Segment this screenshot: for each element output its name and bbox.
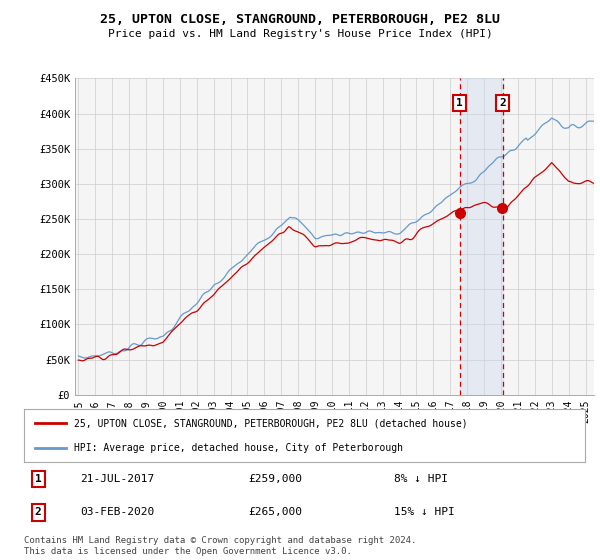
Text: £265,000: £265,000 [248, 507, 302, 517]
Text: 15% ↓ HPI: 15% ↓ HPI [394, 507, 455, 517]
Text: 25, UPTON CLOSE, STANGROUND, PETERBOROUGH, PE2 8LU: 25, UPTON CLOSE, STANGROUND, PETERBOROUG… [100, 13, 500, 26]
Text: 2: 2 [35, 507, 41, 517]
Text: 8% ↓ HPI: 8% ↓ HPI [394, 474, 448, 484]
Text: 25, UPTON CLOSE, STANGROUND, PETERBOROUGH, PE2 8LU (detached house): 25, UPTON CLOSE, STANGROUND, PETERBOROUG… [74, 418, 468, 428]
Text: 1: 1 [35, 474, 41, 484]
Bar [460, 78, 503, 395]
Text: 2: 2 [499, 98, 506, 108]
Text: HPI: Average price, detached house, City of Peterborough: HPI: Average price, detached house, City… [74, 442, 403, 452]
Text: 03-FEB-2020: 03-FEB-2020 [80, 507, 154, 517]
Text: 1: 1 [456, 98, 463, 108]
Text: Contains HM Land Registry data © Crown copyright and database right 2024.
This d: Contains HM Land Registry data © Crown c… [24, 536, 416, 556]
Text: Price paid vs. HM Land Registry's House Price Index (HPI): Price paid vs. HM Land Registry's House … [107, 29, 493, 39]
Text: £259,000: £259,000 [248, 474, 302, 484]
Text: 21-JUL-2017: 21-JUL-2017 [80, 474, 154, 484]
